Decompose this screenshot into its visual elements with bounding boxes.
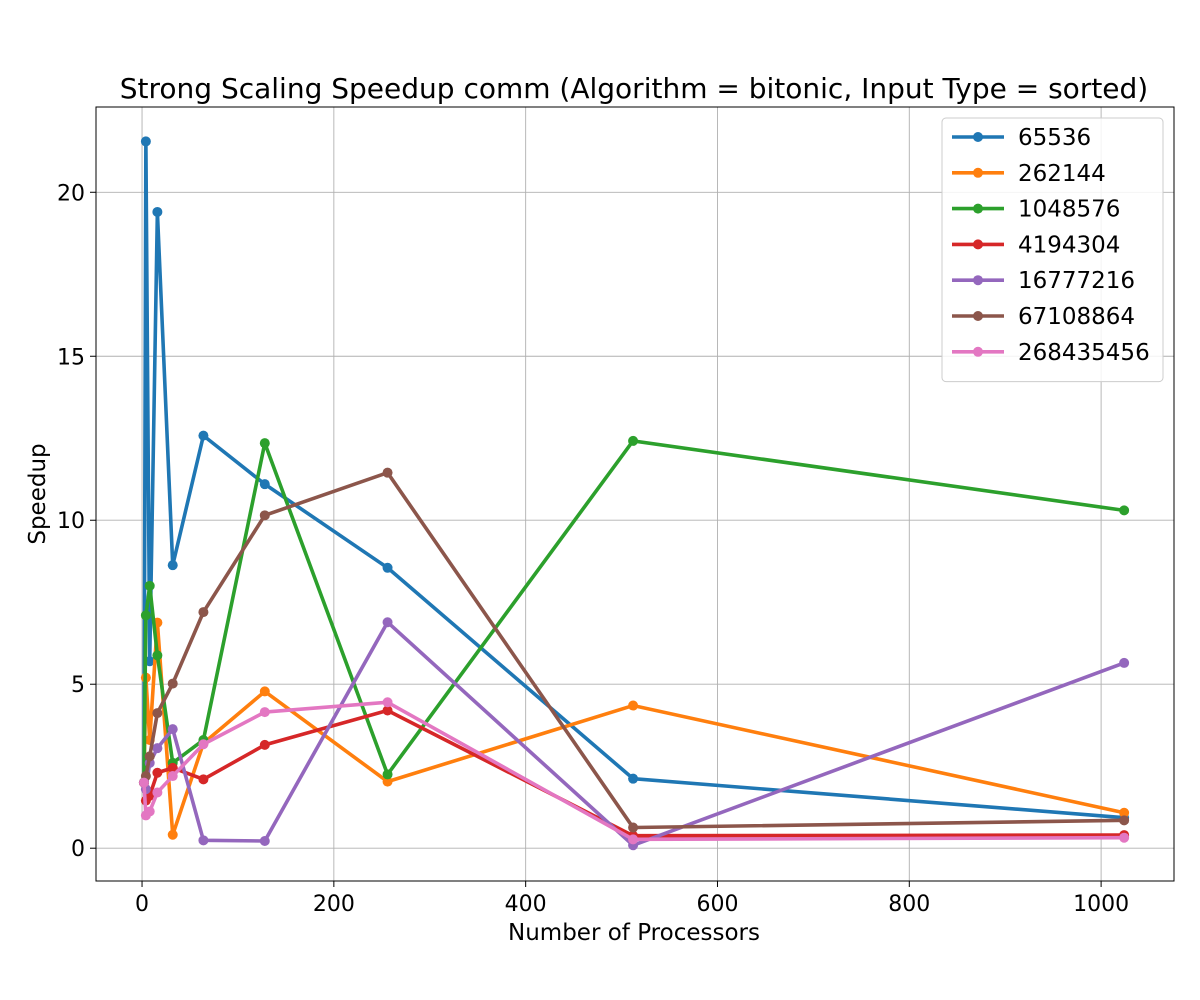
data-point <box>259 835 270 846</box>
legend-item: 67108864 <box>952 304 1135 330</box>
data-point <box>382 562 393 573</box>
data-point <box>1119 505 1130 516</box>
data-point <box>628 834 639 845</box>
data-point <box>198 774 209 785</box>
data-point <box>144 580 155 591</box>
data-point <box>628 822 639 833</box>
series-268435456 <box>138 697 1130 845</box>
data-point <box>1119 807 1130 818</box>
y-tick-label: 15 <box>57 345 85 370</box>
x-tick-label: 400 <box>505 892 547 917</box>
data-point <box>259 479 270 490</box>
data-point <box>167 724 178 735</box>
data-point <box>152 767 163 778</box>
legend-item: 262144 <box>952 161 1106 187</box>
x-tick-label: 0 <box>135 892 149 917</box>
data-point <box>382 697 393 708</box>
legend-swatch-marker <box>973 275 983 286</box>
data-point <box>152 650 163 661</box>
data-point <box>259 739 270 750</box>
legend-label: 4194304 <box>1018 232 1120 258</box>
data-point <box>144 751 155 762</box>
series-line <box>142 139 1126 820</box>
legend-label: 16777216 <box>1018 268 1135 294</box>
data-point <box>382 769 393 780</box>
data-point <box>152 708 163 719</box>
data-point <box>628 700 639 711</box>
legend-swatch-marker <box>973 346 983 357</box>
legend-swatch-marker <box>973 311 983 321</box>
plot-frame <box>95 106 1175 882</box>
data-point <box>144 656 155 667</box>
data-point <box>152 206 163 217</box>
data-point <box>167 560 178 571</box>
data-point <box>259 438 270 449</box>
legend-label: 1048576 <box>1018 197 1120 223</box>
data-point <box>198 430 209 441</box>
data-point <box>382 776 393 787</box>
series-line <box>142 439 1126 785</box>
data-point <box>382 467 393 478</box>
data-point <box>140 136 151 147</box>
series-layer <box>138 136 1130 851</box>
legend-label: 67108864 <box>1018 304 1135 330</box>
y-tick-label: 20 <box>57 181 85 206</box>
legend-item: 16777216 <box>952 268 1135 294</box>
legend-swatch-marker <box>973 167 983 178</box>
data-point <box>259 686 270 697</box>
data-point <box>382 705 393 716</box>
data-point <box>198 739 209 750</box>
series-line <box>142 470 1126 830</box>
data-point <box>198 835 209 846</box>
y-axis-label: Speedup <box>25 443 51 544</box>
legend-label: 65536 <box>1018 125 1091 151</box>
data-point <box>167 678 178 689</box>
data-point <box>144 806 155 817</box>
data-point <box>259 510 270 521</box>
data-point <box>382 617 393 628</box>
data-point <box>1119 832 1130 843</box>
legend-swatch-marker <box>973 239 983 250</box>
data-point <box>167 829 178 840</box>
legend-label: 262144 <box>1018 161 1106 187</box>
x-axis-label: Number of Processors <box>508 920 760 946</box>
x-tick-label: 200 <box>313 892 355 917</box>
data-point <box>152 787 163 798</box>
data-point <box>628 773 639 784</box>
y-tick-label: 0 <box>71 837 85 862</box>
data-point <box>138 777 149 788</box>
axis-ticks: 0 200 400 600 800 1000 0 5 10 15 20 <box>57 181 1129 917</box>
legend-item: 1048576 <box>952 197 1120 223</box>
legend-swatch-marker <box>973 203 983 214</box>
data-point <box>140 610 151 621</box>
data-point <box>152 743 163 754</box>
x-tick-label: 1000 <box>1073 892 1129 917</box>
data-point <box>628 435 639 446</box>
legend-item: 65536 <box>952 125 1091 151</box>
data-point <box>167 771 178 782</box>
legend-swatch-marker <box>973 132 983 142</box>
data-point <box>1119 815 1130 826</box>
data-point <box>1119 657 1130 668</box>
x-tick-label: 800 <box>888 892 930 917</box>
legend-label: 268435456 <box>1018 340 1150 366</box>
legend-item: 268435456 <box>952 340 1150 366</box>
y-tick-label: 5 <box>71 673 85 698</box>
chart-title: Strong Scaling Speedup comm (Algorithm =… <box>120 72 1148 105</box>
data-point <box>198 607 209 618</box>
data-point <box>167 762 178 773</box>
y-tick-label: 10 <box>57 509 85 534</box>
legend-item: 4194304 <box>952 232 1120 258</box>
legend: 65536 262144 1048576 4194304 16777216 6710886… <box>941 117 1164 383</box>
x-tick-label: 600 <box>696 892 738 917</box>
data-point <box>259 707 270 718</box>
